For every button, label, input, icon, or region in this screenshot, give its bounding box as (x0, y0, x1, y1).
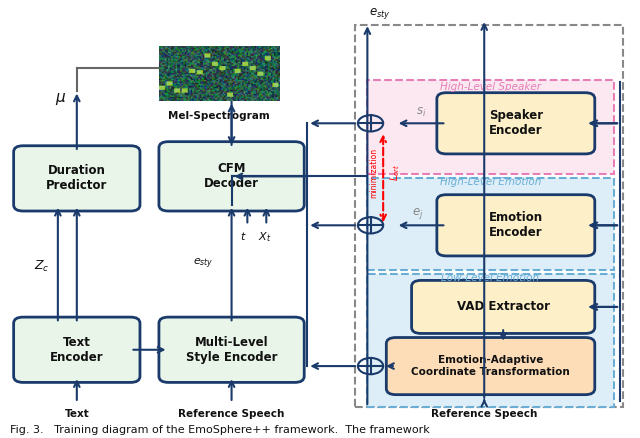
Text: Multi-Level
Style Encoder: Multi-Level Style Encoder (186, 336, 277, 364)
Text: $t$: $t$ (239, 230, 246, 242)
FancyBboxPatch shape (437, 93, 595, 154)
FancyBboxPatch shape (412, 280, 595, 333)
Text: Fig. 3.   Training diagram of the EmoSphere++ framework.  The framework: Fig. 3. Training diagram of the EmoSpher… (10, 425, 430, 435)
Bar (355, 25, 623, 407)
Text: Reference Speech: Reference Speech (179, 409, 285, 419)
FancyBboxPatch shape (13, 317, 140, 382)
Text: $e_{sty}$: $e_{sty}$ (193, 257, 214, 271)
Text: Emotion
Encoder: Emotion Encoder (489, 211, 543, 239)
Text: $Z_c$: $Z_c$ (35, 258, 50, 274)
FancyBboxPatch shape (387, 338, 595, 395)
Text: minimization: minimization (370, 148, 379, 198)
Bar (367, 81, 614, 174)
Bar (367, 178, 614, 270)
FancyBboxPatch shape (159, 317, 304, 382)
Text: Mel-Spectrogram: Mel-Spectrogram (168, 111, 270, 121)
Text: $\mu$: $\mu$ (56, 91, 67, 107)
Text: $e_j$: $e_j$ (412, 206, 424, 221)
FancyBboxPatch shape (159, 141, 304, 211)
Text: Reference Speech: Reference Speech (431, 409, 538, 419)
Bar (367, 274, 614, 407)
FancyBboxPatch shape (13, 146, 140, 211)
Text: VAD Extractor: VAD Extractor (457, 300, 550, 314)
Text: High-Level Speaker: High-Level Speaker (440, 81, 541, 92)
Text: Duration
Predictor: Duration Predictor (46, 164, 108, 192)
Text: Text: Text (65, 409, 89, 419)
Text: $X_t$: $X_t$ (258, 230, 271, 244)
Text: $e_{sty}$: $e_{sty}$ (369, 6, 391, 21)
Text: High-Level Emotion: High-Level Emotion (440, 177, 541, 187)
Text: CFM
Decoder: CFM Decoder (204, 162, 259, 191)
Text: Low-Level Emotion: Low-Level Emotion (442, 273, 540, 283)
Text: Text
Encoder: Text Encoder (50, 336, 104, 364)
Text: $L_{ort}$: $L_{ort}$ (388, 164, 402, 181)
Text: Emotion-Adaptive
Coordinate Transformation: Emotion-Adaptive Coordinate Transformati… (411, 355, 570, 377)
Text: $s_i$: $s_i$ (416, 106, 426, 119)
Text: Speaker
Encoder: Speaker Encoder (489, 110, 543, 137)
FancyBboxPatch shape (437, 195, 595, 256)
